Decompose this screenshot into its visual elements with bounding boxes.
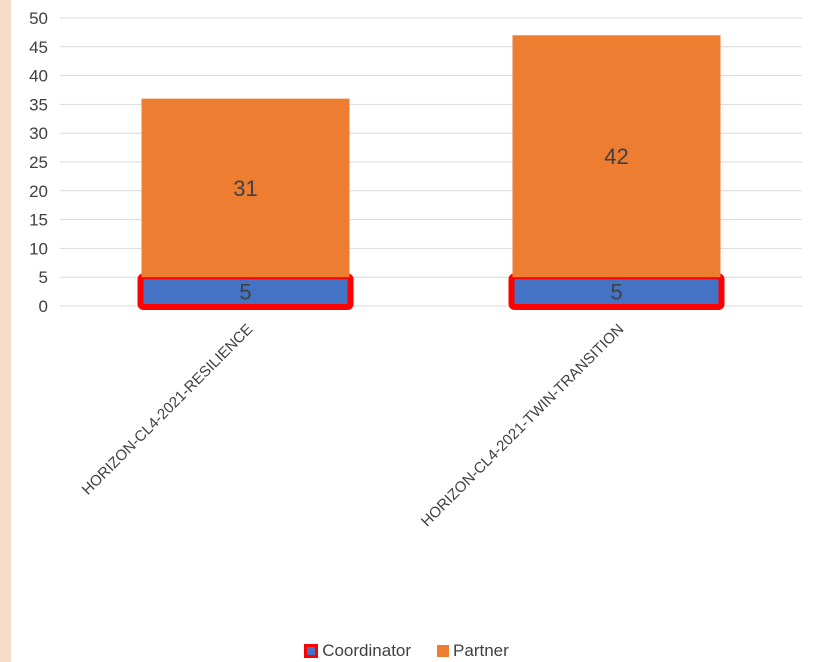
legend-label-coordinator: Coordinator xyxy=(322,641,412,660)
y-tick-label: 40 xyxy=(29,67,48,86)
data-label-partner: 31 xyxy=(233,176,257,201)
data-label-partner: 42 xyxy=(604,144,628,169)
x-category-label: HORIZON-CL4-2021-TWIN-TRANSITION xyxy=(418,321,627,530)
legend-item-coordinator: Coordinator xyxy=(304,641,411,661)
bar-coordinator xyxy=(141,277,350,306)
bar-partner xyxy=(512,35,721,278)
y-tick-label: 15 xyxy=(29,211,48,230)
y-tick-label: 30 xyxy=(29,124,48,143)
y-tick-label: 25 xyxy=(29,153,48,172)
x-category-label: HORIZON-CL4-2021-RESILIENCE xyxy=(79,321,257,499)
data-label-coordinator: 5 xyxy=(239,280,251,305)
bar-partner xyxy=(141,98,350,278)
legend-swatch-coordinator xyxy=(304,644,319,658)
bar-coordinator xyxy=(512,277,721,306)
legend-swatch-partner xyxy=(437,645,450,657)
y-tick-label: 35 xyxy=(29,95,48,114)
stacked-bar-chart: 0 5 10 15 20 25 30 35 40 45 50 5 31 HORIZON-CL4-2021-… xyxy=(29,9,802,530)
legend-item-partner: Partner xyxy=(437,641,509,661)
y-tick-label: 20 xyxy=(29,182,48,201)
y-tick-label: 45 xyxy=(29,38,48,57)
left-border-strip xyxy=(0,0,11,662)
y-tick-label: 5 xyxy=(39,268,48,287)
y-tick-label: 0 xyxy=(39,297,48,316)
data-label-coordinator: 5 xyxy=(610,280,622,305)
legend-label-partner: Partner xyxy=(453,641,509,660)
y-tick-label: 50 xyxy=(29,9,48,28)
y-tick-label: 10 xyxy=(29,239,48,258)
chart-legend: Coordinator Partner xyxy=(0,640,813,662)
